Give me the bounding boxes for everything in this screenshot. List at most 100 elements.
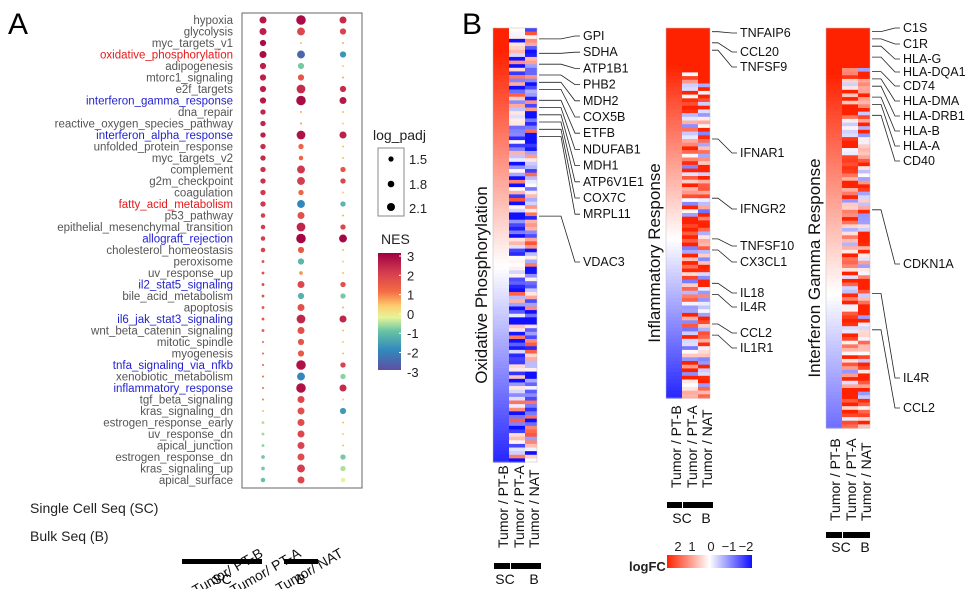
heatmap-cell: [698, 135, 710, 140]
heatmap-cell: [509, 71, 525, 76]
heatmap-cell: [842, 308, 858, 313]
heatmap-cell: [842, 275, 858, 280]
heatmap-cell: [842, 78, 858, 84]
heatmap-cell: [858, 282, 870, 287]
heatmap-cell: [682, 316, 698, 321]
heatmap-cell: [525, 118, 537, 123]
heatmap-cell: [826, 326, 842, 331]
pathway-label: p53_pathway: [165, 211, 234, 223]
gene-leader-line: [872, 78, 900, 102]
pathway-label: complement: [170, 165, 233, 177]
heatmap-cell: [525, 346, 537, 351]
nes-dot: [260, 477, 266, 483]
nes-dot: [299, 271, 303, 275]
bulk-row-label: Bulk Seq (B): [30, 528, 109, 544]
heatmap-cell: [698, 35, 710, 40]
heatmap-cell: [842, 89, 858, 95]
heatmap-cell: [842, 409, 858, 415]
heatmap-cell: [826, 340, 842, 345]
heatmap-cell: [682, 198, 698, 203]
heatmap-cell: [682, 305, 698, 310]
nes-legend-title: NES: [381, 231, 410, 247]
heatmap-cell: [858, 351, 870, 356]
heatmap-cell: [493, 422, 509, 427]
nes-dot: [261, 306, 265, 309]
heatmap-cell: [525, 335, 537, 340]
heatmap-cell: [509, 161, 525, 167]
heatmap-cell: [842, 206, 858, 211]
heatmap-cell: [842, 104, 858, 109]
heatmap-cell: [493, 281, 509, 286]
heatmap-cell: [525, 418, 537, 423]
heatmap-cell: [525, 179, 537, 185]
heatmap-cell: [682, 246, 698, 251]
heatmap-cell: [682, 187, 698, 192]
heatmap-cell: [666, 316, 682, 321]
heatmap-cell: [509, 223, 525, 228]
nes-dot: [342, 444, 344, 447]
heatmap-cell: [698, 90, 710, 96]
heatmap-cell: [525, 386, 537, 391]
gene-label: IL4R: [740, 300, 766, 314]
nes-tick-label: -2: [407, 346, 419, 361]
nes-dot: [262, 375, 264, 378]
heatmap-cell: [826, 213, 842, 218]
heatmap-cell: [698, 102, 710, 107]
heatmap-cell: [826, 115, 842, 120]
heatmap-cell: [842, 293, 858, 298]
heatmap-cell: [858, 133, 870, 138]
heatmap-cell: [842, 133, 858, 138]
heatmap-cell: [682, 46, 698, 51]
heatmap-cell: [826, 71, 842, 76]
heatmap-cell: [682, 172, 698, 177]
nes-tick-label: 3: [407, 249, 414, 264]
nes-dot: [342, 272, 344, 274]
heatmap-cell: [525, 353, 537, 358]
heatmap-cell: [826, 108, 842, 113]
nes-dot: [259, 74, 267, 81]
heatmap-cell: [666, 153, 682, 159]
heatmap-cell: [698, 342, 710, 347]
heatmap-cell: [525, 103, 537, 109]
nes-dot: [260, 236, 266, 241]
heatmap-cell: [509, 56, 525, 62]
heatmap-cell: [493, 407, 509, 412]
heatmap-cell: [698, 305, 710, 310]
gene-label: MDH2: [583, 94, 618, 108]
heatmap-cell: [858, 308, 870, 313]
heatmap-cell: [493, 212, 509, 217]
heatmap-cell: [842, 144, 858, 149]
nes-dot: [339, 234, 347, 243]
heatmap-cell: [826, 169, 842, 175]
heatmap-cell: [826, 28, 842, 33]
nes-dot: [297, 464, 305, 473]
heatmap-cell: [842, 282, 858, 287]
heatmap-cell: [682, 209, 698, 214]
gene-leader-line: [872, 45, 900, 60]
heatmap-cell: [842, 46, 858, 51]
heatmap-cell: [666, 79, 682, 85]
heatmap-cell: [525, 440, 537, 445]
heatmap-cell: [509, 458, 525, 463]
heatmap-cell: [858, 249, 870, 255]
heatmap-cell: [826, 253, 842, 258]
heatmap-cell: [666, 68, 682, 73]
nes-dot: [297, 453, 305, 461]
gene-label: COX5B: [583, 110, 625, 124]
heatmap-cell: [666, 109, 682, 114]
heatmap-cell: [493, 71, 509, 76]
heatmap-cell: [842, 53, 858, 58]
nes-dot: [261, 294, 265, 298]
heatmap-cell: [666, 164, 682, 170]
heatmap-cell: [826, 38, 842, 44]
heatmap-cell: [493, 252, 509, 257]
heatmap-cell: [666, 57, 682, 62]
heatmap-cell: [698, 346, 710, 351]
heatmap-cell: [698, 294, 710, 299]
heatmap-cell: [493, 183, 509, 188]
heatmap-cell: [842, 169, 858, 175]
gene-leader-line: [712, 323, 737, 334]
nes-dot: [296, 360, 306, 370]
heatmap-cell: [525, 212, 537, 217]
heatmap-cell: [525, 230, 537, 235]
